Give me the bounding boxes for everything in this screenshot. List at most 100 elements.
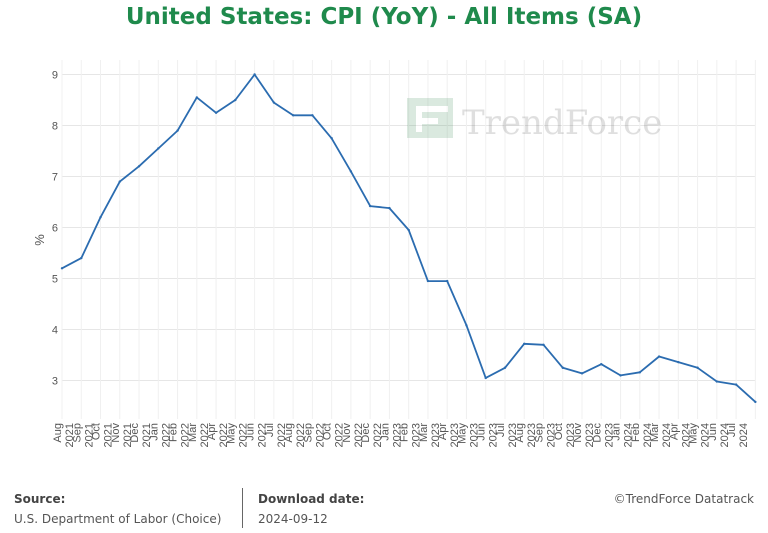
- svg-text:Jun2023: Jun2023: [476, 423, 500, 447]
- x-tick-label: May2024: [688, 423, 712, 448]
- data-point: [715, 380, 719, 383]
- data-point: [99, 216, 102, 219]
- chart-footer: Source: U.S. Department of Labor (Choice…: [0, 484, 768, 533]
- data-point: [388, 206, 391, 210]
- data-point: [446, 279, 449, 283]
- svg-text:Jul2023: Jul2023: [495, 423, 519, 447]
- x-tick-label: Aug2021: [52, 423, 76, 447]
- y-tick-label: 8: [52, 121, 58, 133]
- data-point: [137, 165, 141, 168]
- svg-text:Aug2021: Aug2021: [52, 423, 76, 447]
- svg-text:Nov2021: Nov2021: [110, 423, 134, 448]
- svg-text:Jan2022: Jan2022: [148, 423, 172, 447]
- data-point: [330, 137, 333, 140]
- data-point: [484, 376, 487, 380]
- y-tick-label: 9: [52, 70, 58, 82]
- x-tick-label: Sep2022: [302, 423, 326, 447]
- download-date-value: 2024-09-12: [258, 512, 328, 526]
- data-point: [696, 366, 699, 369]
- svg-text:Nov2023: Nov2023: [572, 423, 596, 448]
- svg-text:Mar2022: Mar2022: [187, 423, 211, 448]
- x-tick-label: May2023: [456, 423, 480, 448]
- data-point: [349, 170, 353, 173]
- svg-text:Oct2022: Oct2022: [322, 423, 346, 447]
- trendforce-watermark: TrendForce: [407, 98, 662, 143]
- x-tick-label: Jan2022: [148, 423, 172, 447]
- x-tick-label: Jul2023: [495, 423, 519, 447]
- data-point: [407, 228, 410, 232]
- data-point: [638, 371, 641, 374]
- data-point: [580, 372, 584, 375]
- x-tick-label: Feb2022: [168, 423, 192, 447]
- x-tick-label: Jul2022: [264, 423, 288, 447]
- y-tick-label: 6: [52, 223, 58, 235]
- data-point: [311, 114, 314, 117]
- x-tick-label: Oct2021: [91, 423, 115, 447]
- svg-text:Oct2023: Oct2023: [553, 423, 577, 447]
- x-tick-label: May2022: [225, 423, 249, 448]
- data-point: [734, 383, 738, 386]
- y-tick-label: 4: [52, 325, 58, 337]
- svg-text:Nov2022: Nov2022: [341, 423, 365, 448]
- data-point: [754, 400, 757, 404]
- gridlines: [61, 60, 756, 419]
- y-tick-label: 5: [52, 274, 58, 286]
- svg-text:Mar2023: Mar2023: [418, 423, 442, 448]
- x-tick-label: Jun2023: [476, 423, 500, 447]
- x-tick-label: Aug2022: [283, 423, 307, 447]
- source-label: Source:: [14, 492, 66, 506]
- svg-text:Apr2024: Apr2024: [668, 423, 692, 448]
- svg-text:Dec2022: Dec2022: [360, 423, 384, 448]
- data-point: [80, 256, 83, 260]
- x-tick-label: Aug2023: [514, 423, 538, 447]
- svg-text:Apr2023: Apr2023: [437, 423, 461, 448]
- x-tick-label: Apr2023: [437, 423, 461, 448]
- data-point: [234, 98, 237, 102]
- data-point: [561, 366, 564, 369]
- data-point: [195, 96, 199, 99]
- cpi-data-points: [60, 73, 757, 404]
- data-point: [214, 111, 218, 114]
- chart-title: United States: CPI (YoY) - All Items (SA…: [125, 4, 643, 30]
- data-point: [368, 204, 372, 208]
- svg-text:May2022: May2022: [225, 423, 249, 448]
- svg-text:May2023: May2023: [456, 423, 480, 448]
- x-tick-label: Feb2023: [399, 423, 423, 447]
- data-point: [600, 362, 603, 366]
- svg-text:Jan2024: Jan2024: [611, 423, 635, 447]
- x-tick-label: Apr2024: [668, 423, 692, 448]
- source-value: U.S. Department of Labor (Choice): [14, 512, 222, 526]
- svg-text:Oct2021: Oct2021: [91, 423, 115, 447]
- data-point: [272, 101, 276, 104]
- x-tick-label: Nov2023: [572, 423, 596, 448]
- x-tick-label: Nov2022: [341, 423, 365, 448]
- x-tick-label: Jun2024: [707, 423, 731, 447]
- x-tick-label: Mar2022: [187, 423, 211, 448]
- svg-text:Sep2023: Sep2023: [534, 423, 558, 447]
- data-point: [157, 147, 160, 150]
- x-tick-label: Dec2023: [591, 423, 615, 448]
- svg-text:May2024: May2024: [688, 423, 712, 448]
- svg-text:Mar2024: Mar2024: [649, 423, 673, 448]
- data-point: [426, 279, 430, 283]
- y-tick-label: 7: [52, 172, 58, 184]
- data-point: [253, 73, 256, 76]
- x-tick-label: Dec2022: [360, 423, 384, 448]
- watermark-text: TrendForce: [462, 103, 662, 143]
- x-tick-label: Oct2022: [322, 423, 346, 447]
- x-axis-ticks: Aug2021Sep2021Oct2021Nov2021Dec2021Jan20…: [52, 423, 750, 448]
- svg-text:Aug2022: Aug2022: [283, 423, 307, 447]
- svg-text:Jul2024: Jul2024: [726, 423, 750, 447]
- y-axis-label: %: [32, 234, 47, 246]
- x-tick-label: Mar2023: [418, 423, 442, 448]
- data-point: [503, 366, 507, 369]
- svg-text:Jun2024: Jun2024: [707, 423, 731, 447]
- data-point: [176, 129, 179, 132]
- x-tick-label: Oct2023: [553, 423, 577, 447]
- x-tick-label: Sep2021: [71, 423, 95, 447]
- data-point: [465, 324, 468, 327]
- x-tick-label: Jul2024: [726, 423, 750, 447]
- data-point: [523, 342, 526, 345]
- x-tick-label: Jan2023: [379, 423, 403, 447]
- x-tick-label: Jan2024: [611, 423, 635, 447]
